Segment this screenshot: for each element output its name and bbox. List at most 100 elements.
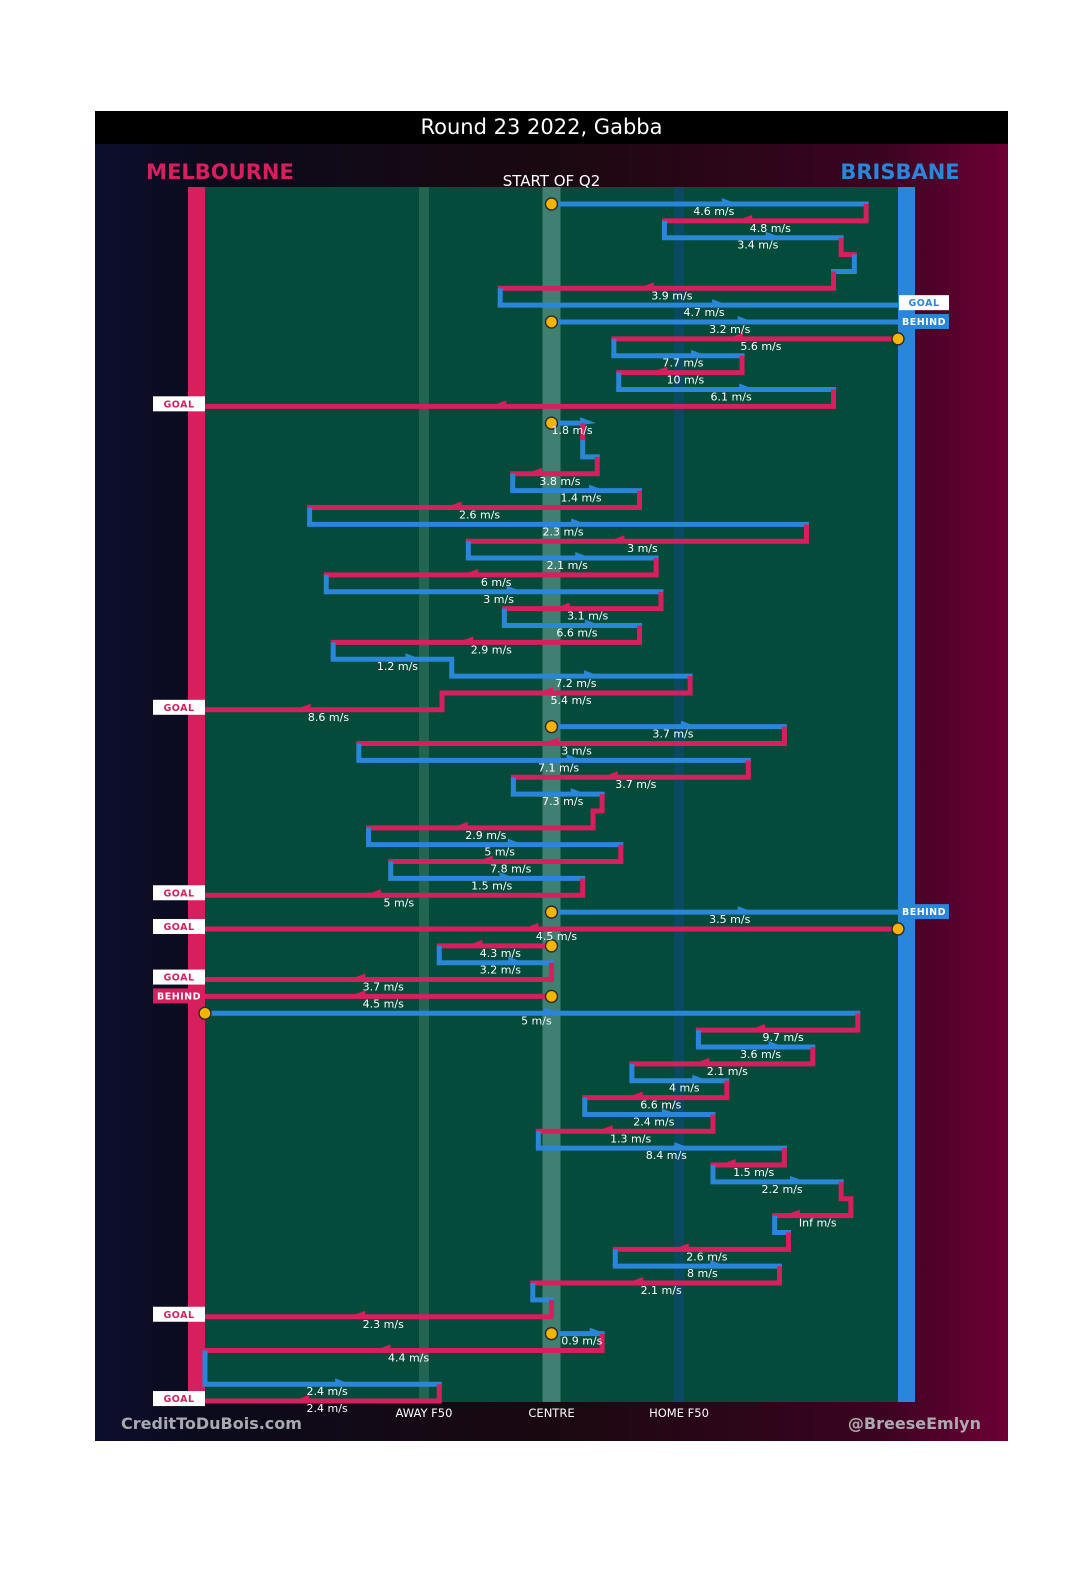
speed-label: Inf m/s: [799, 1217, 837, 1230]
speed-label: 2.3 m/s: [543, 525, 584, 538]
stoppage-marker: [198, 1006, 212, 1020]
title-bar: [95, 111, 1008, 144]
direction-arrow: [570, 788, 587, 797]
speed-label: 7.1 m/s: [538, 761, 579, 774]
direction-arrow: [525, 467, 542, 476]
stoppage-marker: [891, 332, 905, 346]
speed-label: 3 m/s: [627, 542, 658, 555]
x-tick-label: CENTRE: [528, 1406, 574, 1420]
direction-arrow: [596, 1125, 613, 1134]
speed-label: 2.2 m/s: [761, 1183, 802, 1196]
stoppage-marker: [544, 939, 559, 953]
speed-label: 6.6 m/s: [556, 627, 597, 640]
direction-arrow: [537, 686, 554, 695]
direction-arrow: [589, 484, 606, 493]
speed-label: 3.4 m/s: [737, 239, 778, 252]
x-tick-label: HOME F50: [649, 1406, 709, 1420]
speed-label: 4.5 m/s: [363, 997, 404, 1010]
speed-label: 7.3 m/s: [542, 795, 583, 808]
direction-arrow: [349, 990, 366, 999]
possession-chain-chart: GOAL BEHIND GOAL GOAL GOAL BEHIND GOAL GOAL BEHI…: [95, 111, 1008, 1441]
direction-arrow: [522, 922, 539, 931]
direction-arrow: [476, 855, 493, 864]
speed-label: 3.2 m/s: [709, 323, 750, 336]
speed-label: 3.5 m/s: [709, 913, 750, 926]
direction-arrow: [712, 299, 729, 308]
direction-arrow: [457, 636, 474, 645]
stoppage-marker: [544, 1326, 559, 1341]
speed-label: 3.8 m/s: [539, 475, 580, 488]
speed-label: 2.9 m/s: [465, 829, 506, 842]
stoppage-marker: [544, 905, 559, 919]
speed-label: 3.7 m/s: [652, 728, 693, 741]
away-f50-band: [418, 187, 429, 1402]
speed-label: 2.4 m/s: [307, 1385, 348, 1398]
speed-label: 1.2 m/s: [377, 660, 418, 673]
result-badge: [153, 1391, 205, 1407]
direction-arrow: [566, 754, 583, 763]
speed-label: 1.4 m/s: [561, 492, 602, 505]
speed-label: 3 m/s: [483, 593, 514, 606]
result-badge: [153, 396, 205, 412]
direction-arrow: [466, 939, 483, 948]
melbourne-goal-line: [188, 187, 205, 1402]
direction-arrow: [542, 737, 559, 746]
result-badge: [899, 295, 949, 311]
stoppage-marker: [544, 315, 559, 329]
direction-arrow: [349, 973, 366, 982]
direction-arrow: [721, 198, 738, 206]
direction-arrow: [544, 1007, 561, 1016]
home-f50-band: [674, 187, 685, 1402]
direction-arrow: [790, 1175, 807, 1184]
result-badge-label: GOAL: [163, 399, 194, 410]
direction-arrow: [626, 1091, 643, 1100]
speed-label: 5.6 m/s: [740, 340, 781, 353]
direction-arrow: [499, 872, 516, 881]
direction-arrow: [445, 501, 462, 510]
speed-label: 4.7 m/s: [684, 306, 725, 319]
result-badge: [153, 969, 205, 985]
brisbane-goal-line: [898, 187, 915, 1402]
direction-arrow: [737, 906, 754, 915]
speed-label: 2.1 m/s: [641, 1284, 682, 1297]
direction-arrow: [293, 1395, 310, 1404]
credit-right: @BreeseEmlyn: [848, 1414, 981, 1433]
melbourne-team-label: MELBOURNE: [146, 160, 294, 184]
speed-label: 4.6 m/s: [693, 205, 734, 218]
speed-label: 1.5 m/s: [471, 879, 512, 892]
direction-arrow: [608, 535, 625, 544]
speed-label: 7.2 m/s: [555, 677, 596, 690]
direction-arrow: [661, 1108, 678, 1117]
speed-label: 6 m/s: [481, 576, 512, 589]
direction-arrow: [583, 670, 600, 679]
direction-arrow: [692, 1074, 709, 1083]
speed-label: 1.8 m/s: [552, 424, 593, 437]
result-badge-label: BEHIND: [902, 317, 946, 328]
direction-arrow: [508, 956, 525, 965]
speed-label: 6.1 m/s: [711, 390, 752, 403]
poster: GOAL BEHIND GOAL GOAL GOAL BEHIND GOAL GOAL BEHI…: [95, 111, 1008, 1441]
speed-label: 3.6 m/s: [740, 1048, 781, 1061]
direction-arrow: [674, 1142, 691, 1151]
direction-arrow: [693, 1057, 710, 1066]
speed-label: 2.6 m/s: [686, 1250, 727, 1263]
speed-label: 7.8 m/s: [490, 863, 531, 876]
speed-label: 2.6 m/s: [459, 508, 500, 521]
result-badge: [899, 314, 949, 330]
speed-label: 9.7 m/s: [763, 1031, 804, 1044]
direction-arrow: [680, 720, 697, 729]
speed-label: 0.9 m/s: [561, 1335, 602, 1348]
speed-label: 5 m/s: [521, 1014, 552, 1027]
chart-title: Round 23 2022, Gabba: [421, 115, 663, 139]
direction-arrow: [571, 518, 588, 527]
direction-arrow: [374, 1344, 391, 1353]
speed-label: 2.4 m/s: [633, 1115, 674, 1128]
direction-arrow: [364, 889, 381, 898]
direction-arrow: [765, 231, 782, 240]
stoppage-marker: [544, 197, 559, 211]
direction-arrow: [749, 1024, 766, 1033]
speed-label: 3.7 m/s: [615, 778, 656, 791]
direction-arrow: [553, 602, 570, 611]
direction-arrow: [736, 214, 753, 223]
direction-arrow: [575, 552, 592, 561]
